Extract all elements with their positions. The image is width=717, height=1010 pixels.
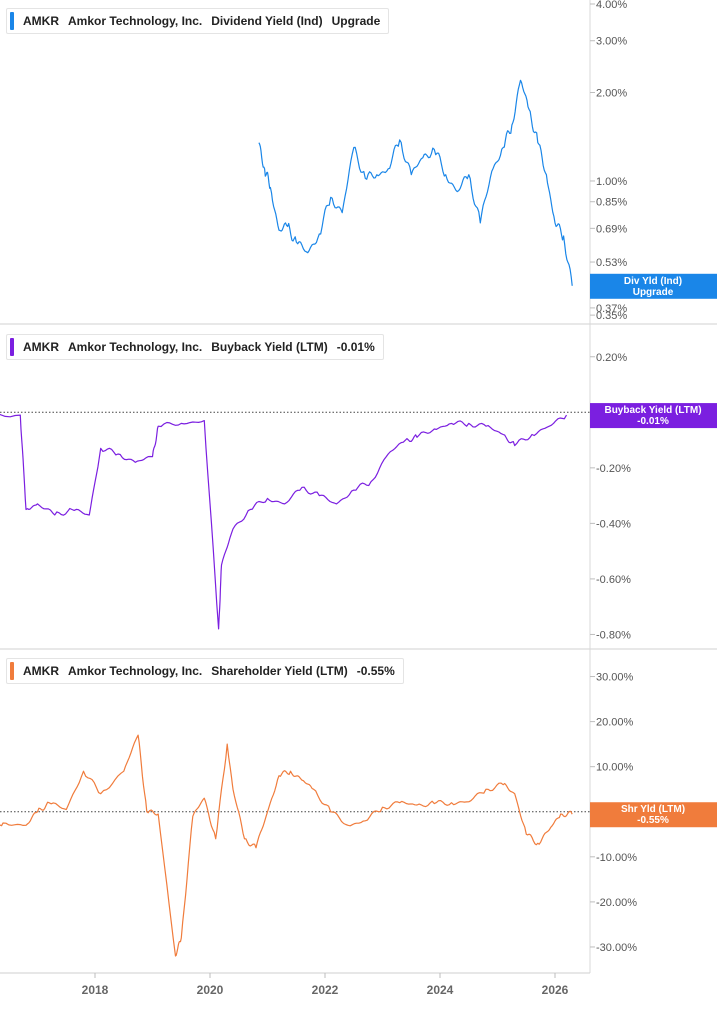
x-tick-label: 2024 [427, 983, 454, 997]
x-tick-label: 2020 [197, 983, 224, 997]
legend-dividend-yield[interactable]: AMKR Amkor Technology, Inc. Dividend Yie… [6, 8, 390, 34]
y-tick-label: -20.00% [596, 897, 637, 909]
legend-buyback-yield[interactable]: AMKR Amkor Technology, Inc. Buyback Yiel… [6, 334, 384, 360]
legend-value: -0.55% [356, 664, 395, 678]
x-tick-label: 2026 [542, 983, 569, 997]
legend-swatch-dividend [10, 12, 14, 30]
legend-shareholder-yield[interactable]: AMKR Amkor Technology, Inc. Shareholder … [6, 658, 404, 684]
y-tick-label: 4.00% [596, 0, 627, 11]
y-tick-label: -0.40% [596, 518, 631, 530]
y-tick-label: -0.80% [596, 629, 631, 641]
legend-company: Amkor Technology, Inc. [68, 340, 203, 354]
y-tick-label: 1.00% [596, 176, 627, 188]
legend-metric: Shareholder Yield (LTM) [211, 664, 348, 678]
series-line [0, 734, 573, 957]
value-tag: Div Yld (Ind)Upgrade [590, 273, 717, 299]
value-tag: Buyback Yield (LTM)-0.01% [590, 403, 717, 429]
y-tick-label: 0.53% [596, 257, 627, 269]
y-tick-label: 20.00% [596, 717, 634, 729]
y-tick-label: 2.00% [596, 87, 627, 99]
value-tag-line2: -0.55% [637, 815, 669, 826]
legend-company: Amkor Technology, Inc. [68, 14, 203, 28]
value-tag-line1: Div Yld (Ind) [624, 276, 682, 287]
legend-ticker: AMKR [23, 340, 59, 354]
legend-ticker: AMKR [23, 664, 59, 678]
legend-company: Amkor Technology, Inc. [68, 664, 203, 678]
value-tag-line2: -0.01% [637, 416, 669, 427]
legend-metric: Dividend Yield (Ind) [211, 14, 323, 28]
y-tick-label: 0.37% [596, 303, 627, 315]
series-line [0, 413, 568, 630]
y-tick-label: 10.00% [596, 762, 634, 774]
y-tick-label: 0.20% [596, 352, 627, 364]
legend-swatch-shareholder [10, 662, 14, 680]
value-tag-bg [590, 802, 717, 828]
y-tick-label: -10.00% [596, 852, 637, 864]
y-tick-label: 3.00% [596, 36, 627, 48]
x-tick-label: 2018 [82, 983, 109, 997]
legend-metric: Buyback Yield (LTM) [211, 340, 328, 354]
value-tag-bg [590, 403, 717, 429]
value-tag-bg [590, 273, 717, 299]
series-line [258, 79, 573, 286]
legend-value[interactable]: Upgrade [331, 14, 381, 28]
y-tick-label: 0.35% [596, 310, 627, 322]
legend-swatch-buyback [10, 338, 14, 356]
value-tag: Shr Yld (LTM)-0.55% [590, 802, 717, 828]
y-tick-label: -0.20% [596, 463, 631, 475]
y-tick-label: 0.85% [596, 197, 627, 209]
legend-ticker: AMKR [23, 14, 59, 28]
value-tag-line1: Shr Yld (LTM) [621, 804, 685, 815]
y-tick-label: 0.69% [596, 223, 627, 235]
legend-value: -0.01% [336, 340, 375, 354]
x-tick-label: 2022 [312, 983, 339, 997]
y-tick-label: -0.60% [596, 574, 631, 586]
y-tick-label: 30.00% [596, 672, 634, 684]
value-tag-line1: Buyback Yield (LTM) [604, 405, 701, 416]
y-tick-label: -30.00% [596, 942, 637, 954]
value-tag-line2: Upgrade [633, 287, 674, 298]
